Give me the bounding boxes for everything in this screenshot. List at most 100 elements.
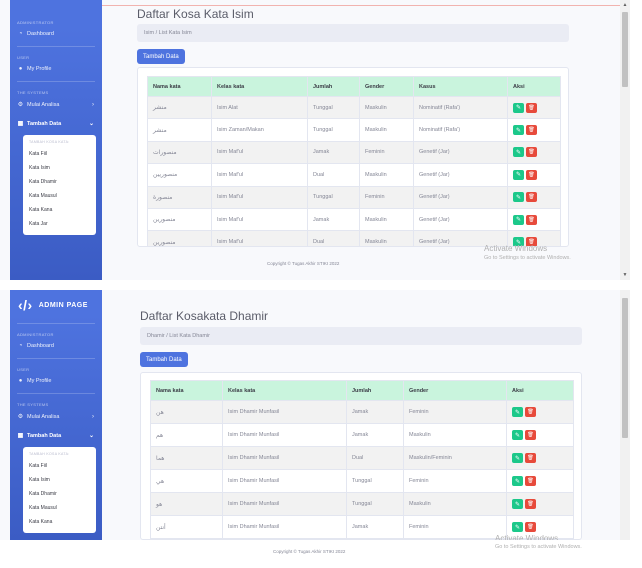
table-cell: Tunggal <box>346 492 404 516</box>
submenu-item-dhamir[interactable]: Kata Dhamir <box>29 491 57 497</box>
scrollbar[interactable] <box>620 290 630 540</box>
delete-button[interactable]: 🗑 <box>526 214 537 225</box>
edit-button[interactable]: ✎ <box>512 499 523 509</box>
submenu-item-fiil[interactable]: Kata Fiil <box>29 463 48 469</box>
footer-copyright: Copyright © Tugas Akhir STIKI 2022 <box>267 261 340 266</box>
table-cell: Maskulin <box>359 95 414 120</box>
edit-button[interactable]: ✎ <box>512 407 523 417</box>
delete-button[interactable]: 🗑 <box>525 476 536 486</box>
table-cell: Jamak <box>346 400 404 424</box>
edit-button[interactable]: ✎ <box>513 237 524 246</box>
table-row: منصورة Isim Maf'ul Tunggal Feminin Genetif (… <box>147 185 561 209</box>
table-cell: Isim Dhamir Munfasil <box>222 469 347 493</box>
edit-button[interactable]: ✎ <box>513 169 524 180</box>
watermark-title: Activate Windows <box>495 534 559 540</box>
actions-cell: ✎ 🗑 <box>506 469 574 493</box>
table-cell: Isim Maf'ul <box>211 207 308 232</box>
sidebar-heading-admin: ADMINISTRATOR <box>17 20 54 25</box>
watermark-subtitle: Go to Settings to activate Windows. <box>495 544 582 550</box>
delete-button[interactable]: 🗑 <box>526 192 537 203</box>
edit-button[interactable]: ✎ <box>512 476 523 486</box>
submenu-item-mausul[interactable]: Kata Mausul <box>29 505 57 511</box>
table-cell: Isim Maf'ul <box>211 230 308 246</box>
actions-cell: ✎ 🗑 <box>507 118 561 142</box>
add-data-button[interactable]: Tambah Data <box>140 352 188 367</box>
table-cell: Nominatif (Rafa') <box>413 118 508 142</box>
chevron-right-icon: › <box>92 101 94 108</box>
edit-button[interactable]: ✎ <box>512 430 523 440</box>
delete-button[interactable]: 🗑 <box>525 453 536 463</box>
col-jumlah: Jumlah <box>307 76 360 97</box>
scrollbar-thumb[interactable] <box>622 12 628 87</box>
table-cell: Feminin <box>359 140 414 165</box>
brand[interactable]: ‹/› ADMIN PAGE <box>10 290 102 320</box>
sidebar-item-profile[interactable]: ● My Profile <box>10 60 102 78</box>
isim-table: Nama kata Kelas kata Jumlah Gender Kasus… <box>147 76 561 246</box>
submenu: TAMBAH KOSA KATA: Kata Fiil Kata Isim Ka… <box>23 135 96 235</box>
table-row: منصوريين Isim Maf'ul Dual Maskulin Genetif (… <box>147 163 561 187</box>
delete-button[interactable]: 🗑 <box>525 430 536 440</box>
scroll-down-icon[interactable]: ▼ <box>622 272 628 278</box>
submenu-item-isim[interactable]: Kata Isim <box>29 477 50 483</box>
gear-icon: ⚙ <box>17 102 24 108</box>
table-cell: Maskulin <box>359 163 414 187</box>
edit-button[interactable]: ✎ <box>513 147 524 158</box>
delete-button[interactable]: 🗑 <box>526 147 537 158</box>
edit-button[interactable]: ✎ <box>513 192 524 203</box>
table-row: هما Isim Dhamir Munfasil Dual Maskulin/Femi… <box>150 446 574 470</box>
chevron-down-icon: ⌄ <box>88 121 94 127</box>
cell-nama-kata: هن <box>150 400 223 424</box>
scrollbar-thumb[interactable] <box>622 298 628 438</box>
chevron-right-icon: › <box>92 413 94 420</box>
submenu-heading: TAMBAH KOSA KATA: <box>29 140 70 144</box>
table-cell: Isim Dhamir Munfasil <box>222 400 347 424</box>
submenu-item-jar[interactable]: Kata Jar <box>29 221 48 227</box>
submenu-item-isim[interactable]: Kata Isim <box>29 165 50 171</box>
delete-button[interactable]: 🗑 <box>525 499 536 509</box>
scroll-up-icon[interactable]: ▲ <box>622 2 628 8</box>
sidebar-heading-systems: THE SYSTEMS <box>17 402 49 407</box>
table-cell: Genetif (Jar) <box>413 163 508 187</box>
table-cell: Feminin <box>403 400 507 424</box>
delete-button[interactable]: 🗑 <box>526 169 537 180</box>
delete-button[interactable]: 🗑 <box>526 237 537 246</box>
actions-cell: ✎ 🗑 <box>507 163 561 187</box>
table-cell: Isim Zaman/Makan <box>211 118 308 142</box>
sidebar-item-label: Dashboard <box>27 31 54 37</box>
submenu-item-kana[interactable]: Kata Kana <box>29 519 53 525</box>
table-row: منشر Isim Zaman/Makan Tunggal Maskulin Nomin… <box>147 118 561 142</box>
edit-button[interactable]: ✎ <box>513 125 524 136</box>
submenu-item-dhamir[interactable]: Kata Dhamir <box>29 179 57 185</box>
delete-button[interactable]: 🗑 <box>525 522 536 532</box>
sidebar-item-label: Mulai Analisa <box>27 101 60 108</box>
delete-button[interactable]: 🗑 <box>526 102 537 113</box>
sidebar-item-label: Tambah Data <box>27 120 62 127</box>
delete-button[interactable]: 🗑 <box>526 125 537 136</box>
scrollbar[interactable]: ▲ ▼ <box>620 0 630 280</box>
submenu-item-mausul[interactable]: Kata Mausul <box>29 193 57 199</box>
sidebar-item-dashboard[interactable]: ◔ Dashboard <box>10 337 102 355</box>
delete-button[interactable]: 🗑 <box>525 407 536 417</box>
table-cell: Tunggal <box>307 95 360 120</box>
add-data-button[interactable]: Tambah Data <box>137 49 185 64</box>
submenu-item-kana[interactable]: Kata Kana <box>29 207 53 213</box>
page-title: Daftar Kosa Kata Isim <box>137 7 254 21</box>
actions-cell: ✎ 🗑 <box>507 185 561 209</box>
sidebar-item-tambah-data[interactable]: ▦ Tambah Data ⌄ <box>10 426 102 445</box>
sidebar-item-label: My Profile <box>27 66 52 72</box>
edit-button[interactable]: ✎ <box>513 214 524 225</box>
table-cell: Dual <box>307 163 360 187</box>
sidebar-item-profile[interactable]: ● My Profile <box>10 372 102 390</box>
submenu-item-fiil[interactable]: Kata Fiil <box>29 151 48 157</box>
table-cell: Isim Dhamir Munfasil <box>222 423 347 447</box>
sidebar-item-analisa[interactable]: ⚙ Mulai Analisa › <box>10 95 102 114</box>
submenu-heading: TAMBAH KOSA KATA: <box>29 452 70 456</box>
edit-button[interactable]: ✎ <box>513 102 524 113</box>
sidebar-item-tambah-data[interactable]: ▦ Tambah Data ⌄ <box>10 114 102 133</box>
edit-button[interactable]: ✎ <box>512 453 523 463</box>
sidebar-item-dashboard[interactable]: ◔ Dashboard <box>10 25 102 43</box>
cell-nama-kata: هي <box>150 469 223 493</box>
table-cell: Isim Maf'ul <box>211 185 308 209</box>
sidebar-item-analisa[interactable]: ⚙ Mulai Analisa › <box>10 407 102 426</box>
edit-button[interactable]: ✎ <box>512 522 523 532</box>
